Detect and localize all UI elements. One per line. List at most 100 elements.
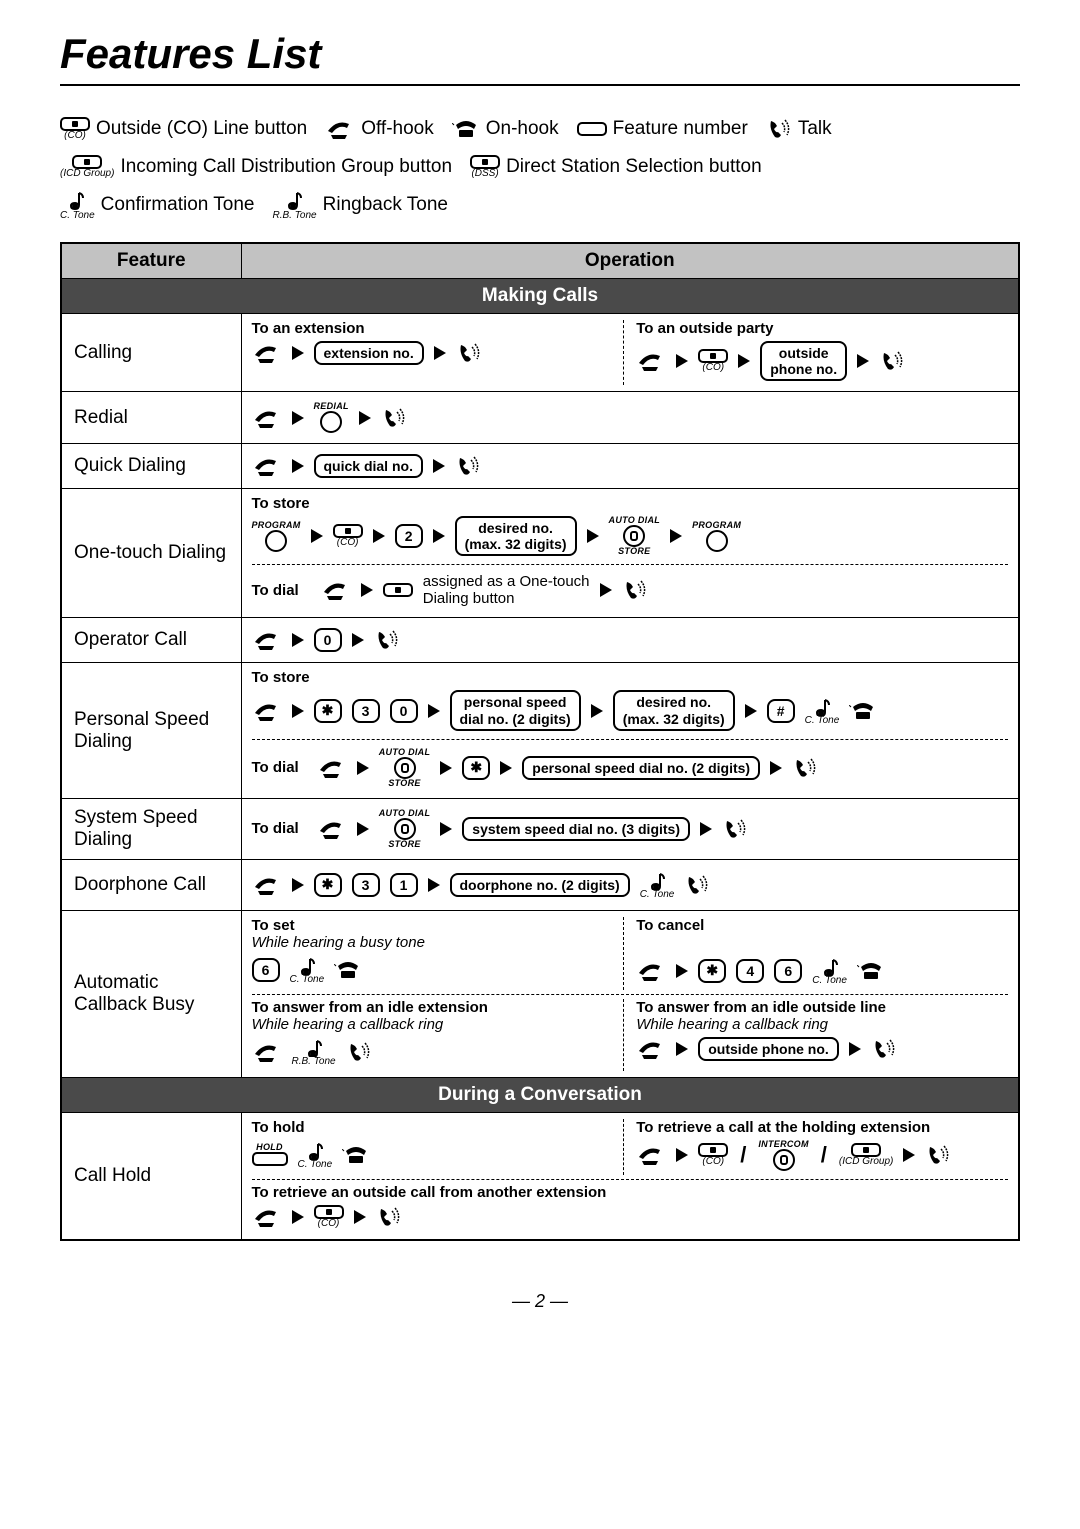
talk-icon <box>456 341 482 365</box>
talk-icon <box>376 1205 402 1229</box>
autodial-store-button: AUTO DIALSTORE <box>609 516 661 556</box>
legend-talk: Talk <box>798 110 832 148</box>
key-star: ✱ <box>314 699 342 723</box>
key-6: 6 <box>774 959 802 983</box>
c-tone-icon: C. Tone <box>812 956 847 986</box>
one-touch-note: assigned as a One-touch Dialing button <box>423 573 590 607</box>
row-ssd: System Speed Dialing To dial AUTO DIALST… <box>61 798 1019 859</box>
desired-no-key: desired no. (max. 32 digits) <box>455 516 577 556</box>
key-2: 2 <box>395 524 423 548</box>
hold-button: HOLD <box>252 1143 288 1166</box>
co-line-icon: (CO) <box>698 349 728 373</box>
section-making-calls: Making Calls <box>61 279 1019 314</box>
row-one-touch: One-touch Dialing To store PROGRAM (CO) … <box>61 489 1019 618</box>
row-operator: Operator Call 0 <box>61 618 1019 663</box>
c-tone-icon: C. Tone <box>60 189 95 221</box>
c-tone-icon: C. Tone <box>298 1140 333 1170</box>
off-hook-icon <box>636 349 666 373</box>
talk-icon <box>722 817 748 841</box>
talk-icon <box>455 454 481 478</box>
talk-icon <box>346 1040 372 1064</box>
program-button: PROGRAM <box>252 521 301 552</box>
arrow-icon <box>292 346 304 360</box>
talk-icon <box>684 873 710 897</box>
off-hook-icon <box>252 699 282 723</box>
co-line-icon: (CO) <box>60 117 90 141</box>
talk-icon <box>766 117 792 141</box>
key-hash: # <box>767 699 795 723</box>
page-title: Features List <box>60 30 1020 86</box>
legend-feature-number: Feature number <box>613 110 748 148</box>
icd-icon: (ICD Group) <box>60 155 114 179</box>
row-acb: Automatic Callback Busy To set While hea… <box>61 910 1019 1077</box>
on-hook-icon <box>857 959 885 983</box>
quick-dial-key: quick dial no. <box>314 454 423 478</box>
off-hook-icon <box>252 1040 282 1064</box>
features-table: Feature Operation Making Calls Calling T… <box>60 242 1020 1241</box>
key-6: 6 <box>252 958 280 982</box>
rb-tone-icon: R.B. Tone <box>273 189 317 221</box>
off-hook-icon <box>636 1037 666 1061</box>
icd-icon: (ICD Group) <box>839 1143 893 1167</box>
arrow-icon <box>434 346 446 360</box>
key-star: ✱ <box>462 756 490 780</box>
page-number: — 2 — <box>60 1291 1020 1312</box>
on-hook-icon <box>849 699 877 723</box>
intercom-button: INTERCOM <box>758 1140 808 1171</box>
c-tone-icon: C. Tone <box>290 955 325 985</box>
key-star: ✱ <box>314 873 342 897</box>
row-quick-dialing: Quick Dialing quick dial no. <box>61 444 1019 489</box>
off-hook-icon <box>252 454 282 478</box>
legend-c-tone: Confirmation Tone <box>101 186 255 224</box>
off-hook-icon <box>325 117 355 141</box>
col-feature: Feature <box>61 243 241 279</box>
on-hook-icon <box>342 1143 370 1167</box>
co-line-icon: (CO) <box>314 1205 344 1229</box>
autodial-store-button: AUTO DIALSTORE <box>379 809 431 849</box>
legend-off-hook: Off-hook <box>361 110 434 148</box>
co-line-icon: (CO) <box>333 524 363 548</box>
on-hook-icon <box>334 958 362 982</box>
dss-icon: (DSS) <box>470 155 500 179</box>
row-redial: Redial REDIAL <box>61 392 1019 444</box>
off-hook-icon <box>317 817 347 841</box>
legend-dss: Direct Station Selection button <box>506 148 762 186</box>
key-4: 4 <box>736 959 764 983</box>
c-tone-icon: C. Tone <box>640 870 675 900</box>
outside-phone-key: outside phone no. <box>698 1037 839 1061</box>
off-hook-icon <box>252 341 282 365</box>
legend-block: (CO) Outside (CO) Line button Off-hook O… <box>60 110 1020 224</box>
doorphone-no-key: doorphone no. (2 digits) <box>450 873 630 897</box>
psd-no-key: personal speed dial no. (2 digits) <box>450 690 581 730</box>
talk-icon <box>792 756 818 780</box>
redial-button: REDIAL <box>314 402 349 433</box>
on-hook-icon <box>452 117 480 141</box>
legend-icd: Incoming Call Distribution Group button <box>120 148 452 186</box>
row-calling: Calling To an extension extension no. To… <box>61 314 1019 392</box>
off-hook-icon <box>252 628 282 652</box>
key-3: 3 <box>352 699 380 723</box>
c-tone-icon: C. Tone <box>805 696 840 726</box>
outside-phone-key: outside phone no. <box>760 341 847 381</box>
off-hook-icon <box>636 1143 666 1167</box>
off-hook-icon <box>317 756 347 780</box>
off-hook-icon <box>252 873 282 897</box>
talk-icon <box>879 349 905 373</box>
off-hook-icon <box>252 406 282 430</box>
co-line-icon: (CO) <box>698 1143 728 1167</box>
talk-icon <box>374 628 400 652</box>
autodial-store-button: AUTO DIALSTORE <box>379 748 431 788</box>
program-button: PROGRAM <box>692 521 741 552</box>
col-operation: Operation <box>241 243 1019 279</box>
key-star: ✱ <box>698 959 726 983</box>
legend-co-line: Outside (CO) Line button <box>96 110 307 148</box>
talk-icon <box>871 1037 897 1061</box>
key-3: 3 <box>352 873 380 897</box>
one-touch-button <box>383 583 413 597</box>
row-call-hold: Call Hold To hold HOLD C. Tone To retrie… <box>61 1112 1019 1240</box>
off-hook-icon <box>636 959 666 983</box>
talk-icon <box>381 406 407 430</box>
talk-icon <box>622 578 648 602</box>
key-1: 1 <box>390 873 418 897</box>
psd-no-key: personal speed dial no. (2 digits) <box>522 756 760 780</box>
